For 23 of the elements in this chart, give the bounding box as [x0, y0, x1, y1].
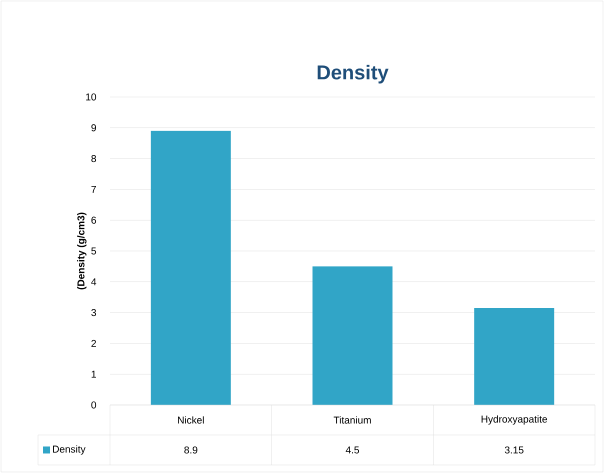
x-tick-label: Titanium — [334, 416, 371, 424]
y-tick-label: 5 — [91, 247, 96, 254]
y-tick-label: 4 — [91, 278, 96, 286]
y-tick-label: 0 — [91, 401, 96, 409]
y-tick-label: 1 — [92, 370, 96, 378]
y-axis-title: (Density (g/cm3) — [77, 212, 86, 290]
data-label: 4.5 — [346, 446, 360, 454]
bar — [150, 130, 231, 405]
y-tick-label: 10 — [86, 93, 96, 101]
y-tick-label: 3 — [91, 309, 96, 316]
y-tick-label: 7 — [91, 186, 96, 193]
x-tick-label: Hydroxyapatite — [482, 415, 548, 425]
y-tick-label: 8 — [91, 155, 96, 162]
bar — [474, 308, 554, 405]
y-tick-label: 9 — [91, 124, 96, 132]
x-tick-label: Nickel — [178, 416, 204, 424]
bar — [312, 266, 392, 405]
y-tick-label: 6 — [91, 216, 96, 224]
legend-label: Density — [53, 445, 86, 455]
data-label: 8.9 — [184, 446, 198, 454]
data-label: 3.15 — [504, 446, 524, 454]
y-tick-label: 2 — [91, 340, 96, 347]
chart-title: Density — [318, 64, 389, 84]
